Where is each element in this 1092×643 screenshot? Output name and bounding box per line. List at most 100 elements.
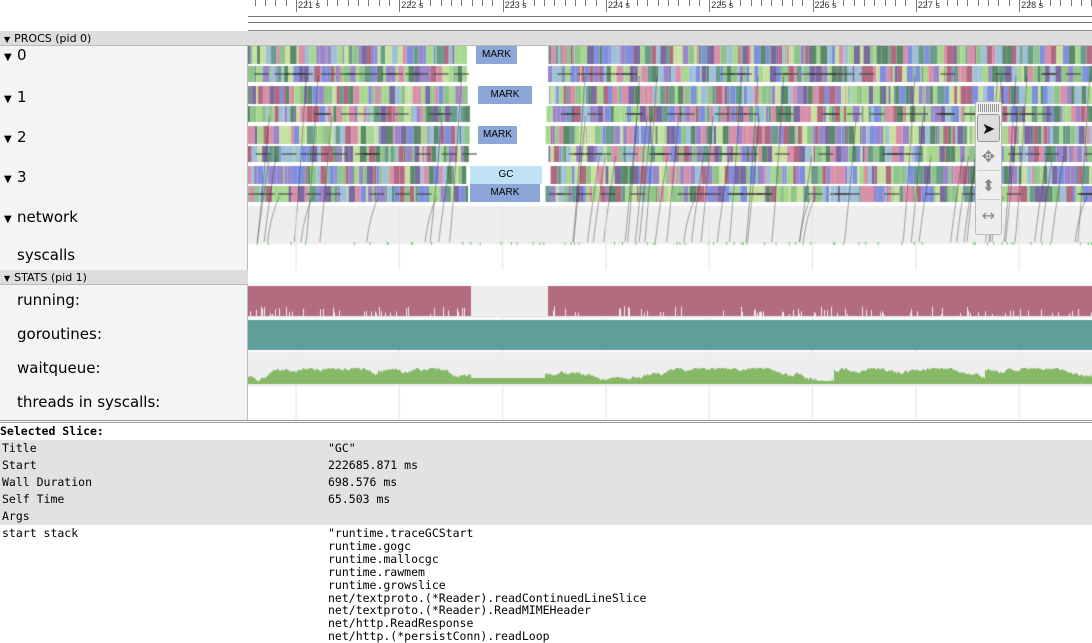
pan-icon[interactable]: ✥ [977,143,1000,171]
mark-slice-proc0[interactable]: MARK [476,46,517,64]
proc-1-label[interactable]: ▼ 1 [0,86,248,126]
ruler-tick [357,0,359,6]
start-stack-value: "runtime.traceGCStart runtime.gogc runtime… [328,527,647,643]
stack-frame: net/textproto.(*Reader).ReadMIMEHeader [328,603,592,618]
selection-details-panel: Selected Slice: Title "GC" Start 222685.871… [0,420,1092,643]
ruler-tick-label: 227 s [917,0,940,10]
ruler-tick [326,0,328,6]
ruler-tick [564,0,566,6]
proc-2-label[interactable]: ▼ 2 [0,126,248,166]
ruler-tick [378,0,380,6]
zoom-icon[interactable]: ⬍ [977,172,1000,200]
time-ruler[interactable]: 221 s 222 s 223 s 224 s 225 s 226 s 227 s 228 s [248,0,1092,31]
ruler-tick [729,0,731,6]
expand-triangle-icon[interactable]: ▼ [4,94,12,105]
ruler-tick [812,0,814,12]
expand-triangle-icon[interactable]: ▼ [4,134,12,145]
details-row: Self Time 65.503 ms [0,491,1092,508]
gc-slice-selected[interactable]: GC [470,166,542,184]
ruler-tick [791,0,793,6]
collapse-triangle-icon[interactable]: ▼ [4,35,11,44]
ruler-tick [1008,0,1010,6]
proc-0-label[interactable]: ▼ 0 [0,46,248,86]
ruler-tick [616,0,618,6]
procs-header[interactable]: ▼ PROCS (pid 0) [0,31,1092,46]
ruler-tick [864,0,866,6]
ruler-tick [895,0,897,6]
network-label[interactable]: ▼ network [0,206,248,244]
waitqueue-label: waitqueue: [0,353,248,387]
expand-triangle-icon[interactable]: ▼ [4,174,12,185]
ruler-line [248,16,1092,17]
ruler-tick [688,0,690,6]
ruler-tick [926,0,928,6]
ruler-tick [1081,0,1083,6]
stack-frame: runtime.rawmem [328,564,425,579]
toolbar-drag-handle[interactable] [978,104,999,112]
ruler-tick [399,0,401,12]
ruler-tick [905,0,907,6]
ruler-tick [781,0,783,6]
proc-3-label[interactable]: ▼ 3 [0,166,248,206]
details-value: 222685.871 ms [328,458,419,472]
ruler-tick [946,0,948,6]
ruler-tick [1019,0,1021,12]
details-row: Start 222685.871 ms [0,457,1092,474]
ruler-tick [275,0,277,6]
details-heading: Selected Slice: [0,424,104,438]
ruler-tick [988,0,990,6]
trace-tracks-canvas[interactable] [248,46,1092,420]
stack-frame: runtime.gogc [328,538,412,553]
start-stack-key: start stack [2,526,79,540]
ruler-tick [409,0,411,6]
ruler-tick [605,0,607,12]
stack-frame: runtime.mallocgc [328,551,439,566]
details-value: "GC" [328,441,356,455]
timing-icon[interactable]: ↔ [981,205,996,225]
stack-frame: runtime.growslice [328,577,446,592]
ruler-tick [368,0,370,6]
goroutines-label: goroutines: [0,319,248,353]
ruler-tick [1060,0,1062,6]
ruler-tick [998,0,1000,6]
ruler-tick [936,0,938,6]
ruler-tick [533,0,535,6]
mark-slice-proc1[interactable]: MARK [478,86,532,104]
ruler-tick [595,0,597,6]
ruler-tick [574,0,576,6]
ruler-tick [440,0,442,6]
mark-slice-proc3[interactable]: MARK [470,184,540,202]
ruler-tick [678,0,680,6]
details-key: Start [2,458,37,472]
ruler-tick-label: 226 s [814,0,837,10]
ruler-tick-label: 224 s [607,0,630,10]
ruler-tick [430,0,432,6]
ruler-tick-label: 223 s [504,0,527,10]
ruler-tick [285,0,287,6]
stack-frame: net/http.ReadResponse [328,616,474,631]
ruler-tick [915,0,917,12]
ruler-tick [306,0,308,6]
ruler-tick [481,0,483,6]
collapse-triangle-icon[interactable]: ▼ [4,274,11,283]
ruler-line [248,22,1092,23]
ruler-tick [874,0,876,6]
details-row: Args [0,508,1092,525]
ruler-tick [347,0,349,6]
ruler-tick [636,0,638,6]
ruler-tick [802,0,804,6]
expand-triangle-icon[interactable]: ▼ [4,214,12,225]
expand-triangle-icon[interactable]: ▼ [4,52,12,63]
ruler-tick [265,0,266,6]
ruler-tick [296,0,297,12]
ruler-tick [523,0,525,6]
mouse-mode-toolbar: ➤ ✥ ⬍ ↔ [975,101,1002,235]
pointer-icon[interactable]: ➤ [977,114,1000,142]
ruler-tick [957,0,959,6]
mark-slice-proc2[interactable]: MARK [478,126,517,144]
ruler-tick [750,0,752,6]
ruler-tick [471,0,473,6]
stack-frame: net/textproto.(*Reader).readContinuedLin… [328,590,647,605]
ruler-spacer [0,0,248,31]
ruler-tick [419,0,421,6]
